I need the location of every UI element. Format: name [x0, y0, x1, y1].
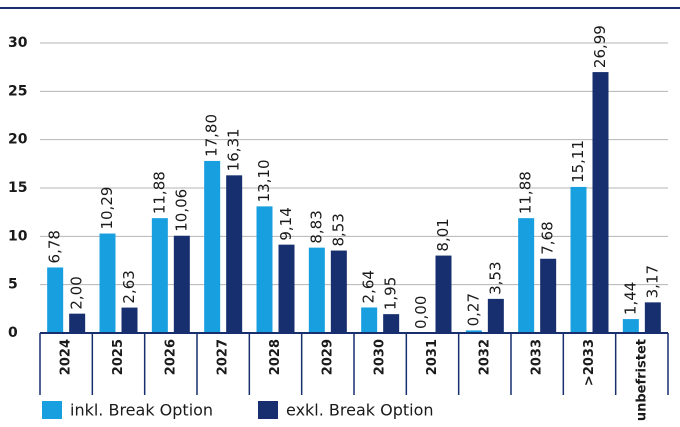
data-label: 11,88	[150, 171, 168, 214]
bar	[278, 244, 295, 333]
y-tick-label: 10	[8, 228, 28, 244]
bar	[487, 298, 504, 333]
data-label: 1,44	[621, 282, 639, 315]
bar	[518, 218, 535, 333]
bar	[383, 314, 400, 333]
data-label: 8,83	[307, 210, 325, 243]
data-label: 8,53	[329, 213, 347, 246]
data-label: 2,63	[120, 270, 138, 303]
bar	[570, 186, 587, 333]
bar	[99, 233, 116, 333]
data-label: 3,53	[486, 261, 504, 294]
y-tick-label: 15	[8, 180, 27, 196]
data-label: 15,11	[569, 140, 587, 183]
data-label: 8,01	[434, 218, 452, 251]
y-tick-label: 30	[8, 35, 28, 51]
data-label: 1,95	[382, 277, 400, 310]
bar	[465, 330, 482, 333]
bar	[47, 267, 64, 333]
data-label: 16,31	[225, 128, 243, 171]
x-tick-label: >2033	[582, 339, 597, 386]
x-tick-label: 2026	[163, 339, 178, 375]
y-tick-label: 25	[8, 83, 27, 99]
data-label: 0,00	[412, 296, 430, 329]
data-label: 6,78	[46, 230, 64, 263]
y-tick-label: 20	[8, 132, 28, 148]
data-label: 10,06	[172, 189, 190, 232]
x-tick-label: 2024	[59, 339, 74, 375]
legend-swatch	[42, 401, 62, 419]
bar	[226, 175, 243, 333]
x-tick-label: 2032	[477, 339, 492, 375]
bar	[308, 247, 325, 333]
bar	[204, 160, 221, 333]
data-label: 10,29	[98, 187, 116, 230]
data-label: 3,17	[643, 265, 661, 298]
legend-label: exkl. Break Option	[286, 401, 434, 420]
bar	[622, 319, 639, 333]
x-tick-label: 2025	[111, 339, 126, 375]
x-tick-label: 2030	[373, 339, 388, 375]
x-tick-label: 2028	[268, 339, 283, 375]
bar	[361, 307, 378, 333]
data-label: 11,88	[517, 171, 535, 214]
data-label: 2,64	[360, 270, 378, 303]
data-label: 7,68	[539, 221, 557, 254]
legend-label: inkl. Break Option	[70, 401, 213, 420]
x-tick-label: 2031	[425, 339, 440, 375]
data-label: 0,27	[464, 293, 482, 326]
bar	[592, 72, 609, 333]
x-tick-label: 2033	[530, 339, 545, 375]
x-tick-label: unbefristet	[634, 339, 649, 421]
data-label: 26,99	[591, 25, 609, 68]
bar	[540, 258, 557, 333]
legend-swatch	[258, 401, 278, 419]
data-label: 13,10	[255, 159, 273, 202]
bar	[69, 313, 86, 333]
data-label: 2,00	[68, 276, 86, 309]
bar	[151, 218, 168, 333]
x-tick-label: 2029	[320, 339, 335, 375]
x-tick-label: 2027	[216, 339, 231, 375]
data-label: 17,80	[203, 114, 221, 157]
y-tick-label: 5	[8, 277, 18, 293]
bar	[330, 250, 347, 333]
y-tick-label: 0	[8, 325, 18, 341]
bar	[173, 235, 190, 333]
data-label: 9,14	[277, 207, 295, 240]
bar	[121, 307, 138, 333]
bar	[644, 302, 661, 333]
bar	[256, 206, 273, 333]
bar	[435, 255, 452, 333]
